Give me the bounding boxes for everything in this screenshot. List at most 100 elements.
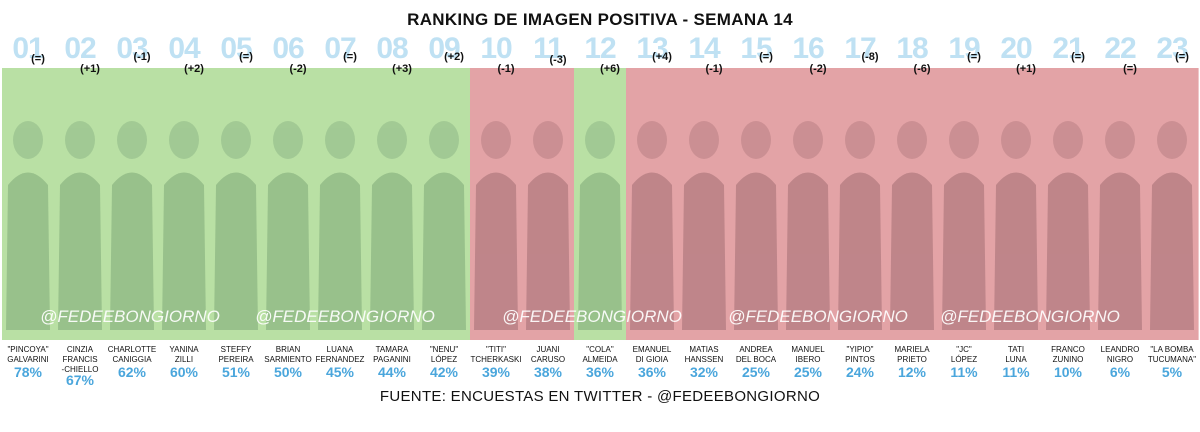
name-label-12-1: "COLA" — [586, 345, 614, 354]
rank-number-03: 03 — [116, 32, 148, 65]
rank-number-11: 11 — [533, 32, 563, 65]
value-label-05: 51% — [222, 364, 251, 380]
name-label-20-1: TATI — [1008, 345, 1024, 354]
portrait-placeholder-01 — [6, 121, 50, 330]
name-label-04-2: ZILLI — [175, 355, 193, 364]
rank-change-02: (+1) — [80, 63, 100, 75]
portrait-placeholder-18 — [890, 121, 934, 330]
rank-change-09: (+2) — [444, 51, 464, 63]
value-label-06: 50% — [274, 364, 303, 380]
portrait-placeholder-20 — [994, 121, 1038, 330]
name-label-10-2: TCHERKASKI — [470, 355, 521, 364]
name-label-16-1: MANUEL — [791, 345, 825, 354]
rank-number-21: 21 — [1052, 32, 1084, 65]
name-label-22-1: LEANDRO — [1101, 345, 1140, 354]
rank-change-11: (-3) — [549, 54, 566, 66]
name-label-11-2: CARUSO — [531, 355, 565, 364]
name-label-12-2: ALMEIDA — [582, 355, 618, 364]
watermark-2: @FEDEEBONGIORNO — [255, 307, 435, 326]
value-label-13: 36% — [638, 364, 667, 380]
name-label-05-2: PEREIRA — [218, 355, 254, 364]
watermark-4: @FEDEEBONGIORNO — [728, 307, 908, 326]
rank-number-15: 15 — [740, 32, 772, 65]
rank-change-08: (+3) — [392, 63, 412, 75]
value-label-22: 6% — [1110, 364, 1131, 380]
portrait-placeholder-12 — [578, 121, 622, 330]
name-label-14-1: MATIAS — [689, 345, 718, 354]
rank-change-13: (+4) — [652, 51, 672, 63]
rank-number-22: 22 — [1104, 32, 1136, 65]
value-label-20: 11% — [1002, 364, 1030, 380]
name-label-13-2: DI GIOIA — [636, 355, 669, 364]
portrait-placeholder-07 — [318, 121, 362, 330]
name-label-18-2: PRIETO — [897, 355, 927, 364]
name-label-07-2: FERNANDEZ — [316, 355, 365, 364]
name-label-19-1: "JC" — [956, 345, 972, 354]
value-label-04: 60% — [170, 364, 199, 380]
value-label-18: 12% — [898, 364, 927, 380]
rank-change-01: (=) — [31, 53, 45, 65]
rank-number-09: 09 — [428, 32, 460, 65]
rank-change-23: (=) — [1175, 51, 1189, 63]
portrait-placeholder-17 — [838, 121, 882, 330]
rank-number-23: 23 — [1156, 32, 1188, 65]
rank-number-20: 20 — [1000, 32, 1032, 65]
name-label-09-2: LÓPEZ — [431, 355, 457, 364]
portrait-placeholder-14 — [682, 121, 726, 330]
name-label-13-1: EMANUEL — [633, 345, 672, 354]
portrait-placeholder-22 — [1098, 121, 1142, 330]
value-label-08: 44% — [378, 364, 407, 380]
rank-change-06: (-2) — [289, 63, 306, 75]
rank-number-17: 17 — [844, 32, 876, 65]
name-label-23-2: TUCUMANA" — [1148, 355, 1196, 364]
name-label-19-2: LÓPEZ — [951, 355, 977, 364]
value-label-16: 25% — [794, 364, 823, 380]
name-label-08-2: PAGANINI — [373, 355, 411, 364]
source-footer: FUENTE: ENCUESTAS EN TWITTER - @FEDEEBON… — [379, 388, 821, 405]
value-label-11: 38% — [534, 364, 563, 380]
rank-number-18: 18 — [896, 32, 928, 65]
name-label-02-1: CINZIA — [67, 345, 94, 354]
rank-change-22: (=) — [1123, 63, 1137, 75]
name-label-15-1: ANDREA — [739, 345, 773, 354]
value-label-23: 5% — [1162, 364, 1183, 380]
portrait-placeholder-23 — [1150, 121, 1194, 330]
name-label-17-1: "YIPIO" — [846, 345, 873, 354]
name-label-06-2: SARMIENTO — [264, 355, 311, 364]
name-label-02-2: FRANCIS — [62, 355, 97, 364]
name-label-03-2: CANIGGIA — [112, 355, 152, 364]
rank-number-05: 05 — [220, 32, 252, 65]
name-label-06-1: BRIAN — [276, 345, 301, 354]
portrait-placeholder-08 — [370, 121, 414, 330]
rank-change-12: (+6) — [600, 63, 620, 75]
name-label-15-2: DEL BOCA — [736, 355, 777, 364]
name-label-08-1: TAMARA — [376, 345, 409, 354]
value-label-15: 25% — [742, 364, 771, 380]
value-label-12: 36% — [586, 364, 615, 380]
rank-change-21: (=) — [1071, 51, 1085, 63]
watermark-5: @FEDEEBONGIORNO — [940, 307, 1120, 326]
name-label-11-1: JUANI — [536, 345, 559, 354]
name-label-20-2: LUNA — [1005, 355, 1027, 364]
rank-number-01: 01 — [12, 32, 44, 65]
name-label-18-1: MARIELA — [894, 345, 930, 354]
portrait-placeholder-11 — [526, 121, 570, 330]
value-label-09: 42% — [430, 364, 459, 380]
name-label-22-2: NIGRO — [1107, 355, 1133, 364]
rank-change-17: (-8) — [861, 51, 878, 63]
rank-change-03: (-1) — [133, 51, 150, 63]
rank-number-02: 02 — [64, 32, 96, 65]
value-label-21: 10% — [1054, 364, 1083, 380]
rank-change-10: (-1) — [497, 63, 514, 75]
rank-change-20: (+1) — [1016, 63, 1036, 75]
name-label-10-1: "TITI" — [486, 345, 506, 354]
name-label-17-2: PINTOS — [845, 355, 875, 364]
rank-number-06: 06 — [272, 32, 304, 65]
portrait-placeholder-13 — [630, 121, 674, 330]
portrait-placeholder-19 — [942, 121, 986, 330]
portrait-placeholder-15 — [734, 121, 778, 330]
name-label-21-2: ZUNINO — [1053, 355, 1084, 364]
rank-change-19: (=) — [967, 51, 981, 63]
name-label-14-2: HANSSEN — [685, 355, 724, 364]
